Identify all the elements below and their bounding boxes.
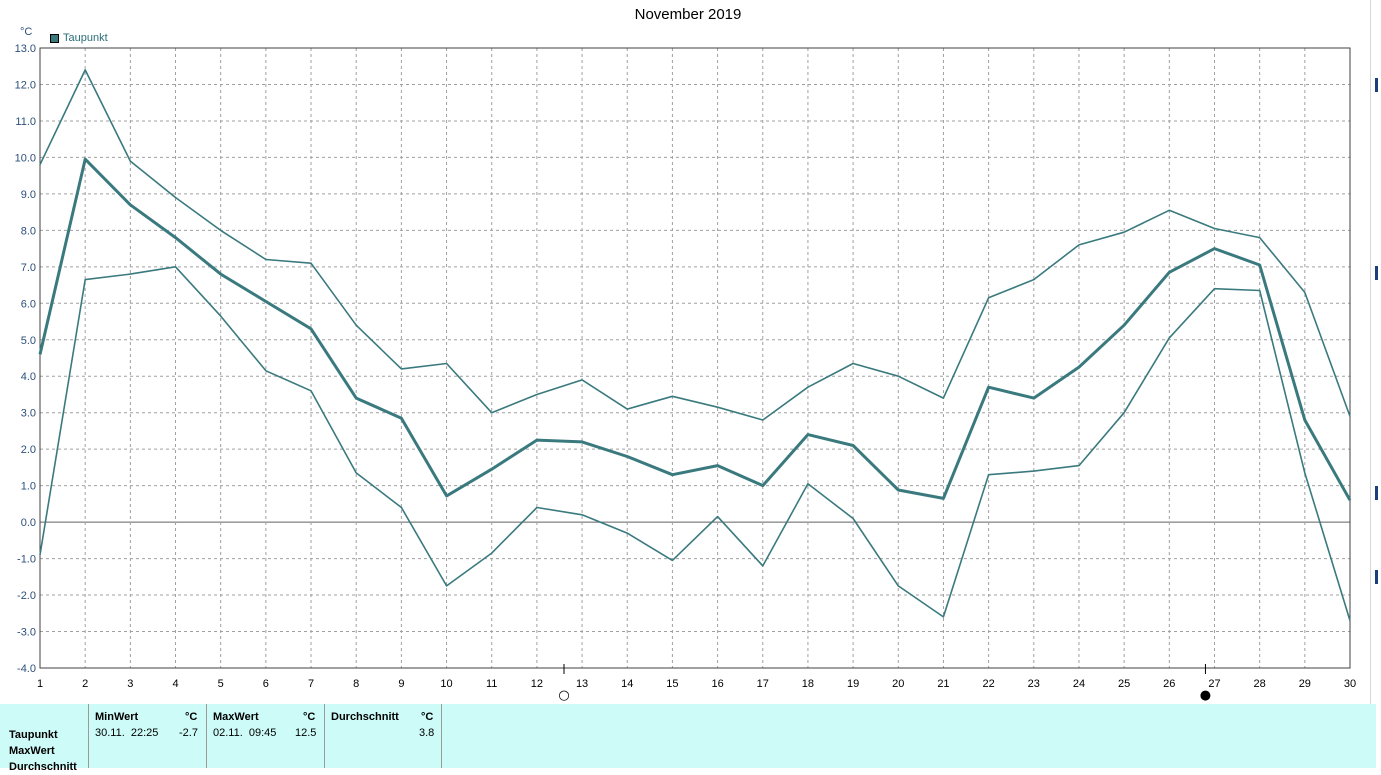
x-tick-label: 18 [802, 678, 814, 690]
x-tick-label: 15 [666, 678, 678, 690]
y-tick-label: 8.0 [21, 225, 36, 237]
min-header: MinWert [95, 711, 139, 723]
x-tick-label: 26 [1163, 678, 1175, 690]
x-tick-label: 30 [1344, 678, 1356, 690]
x-tick-label: 29 [1299, 678, 1311, 690]
x-tick-label: 5 [218, 678, 224, 690]
chart-title: November 2019 [634, 6, 742, 23]
y-tick-label: -1.0 [17, 554, 36, 566]
y-tick-label: 10.0 [15, 152, 36, 164]
x-tick-label: 6 [263, 678, 269, 690]
x-tick-label: 20 [892, 678, 904, 690]
avg-unit: °C [421, 711, 434, 723]
avg-column: Durchschnitt °C 3.8 [324, 704, 441, 768]
row-label-durchschnitt: Durchschnitt [9, 761, 77, 773]
x-tick-label: 21 [937, 678, 949, 690]
x-tick-label: 12 [531, 678, 543, 690]
x-tick-label: 1 [37, 678, 43, 690]
y-tick-label: 12.0 [15, 79, 36, 91]
moon-phase-icon: ● [1200, 688, 1211, 703]
axes [39, 47, 1351, 669]
legend-swatch [50, 33, 59, 43]
avg-header: Durchschnitt [331, 711, 399, 723]
x-tick-label: 10 [440, 678, 452, 690]
y-tick-label: 13.0 [15, 43, 36, 55]
max-datetime: 02.11. 09:45 [213, 727, 277, 739]
series-line-avg [38, 157, 1352, 501]
min-value: -2.7 [179, 727, 198, 739]
y-tick-label: 7.0 [21, 262, 36, 274]
strip-mark [1375, 486, 1378, 500]
x-tick-label: 3 [127, 678, 133, 690]
x-tick-label: 16 [711, 678, 723, 690]
chart-canvas: 13.012.011.010.09.08.07.06.05.04.03.02.0… [15, 43, 1357, 703]
y-tick-label: -2.0 [17, 590, 36, 602]
moon-phase-markers: ○ ● [558, 664, 1211, 703]
x-tick-label: 24 [1073, 678, 1085, 690]
strip-mark [1375, 266, 1378, 280]
x-tick-label: 8 [353, 678, 359, 690]
row-label-maxwert: MaxWert [9, 745, 55, 757]
y-tick-label: 9.0 [21, 189, 36, 201]
y-tick-label: 2.0 [21, 444, 36, 456]
x-tick-label: 13 [576, 678, 588, 690]
plot-frame [39, 47, 1351, 669]
series-lines [38, 69, 1352, 621]
y-tick-label: 1.0 [21, 481, 36, 493]
x-tick-label: 22 [982, 678, 994, 690]
min-unit: °C [185, 711, 198, 723]
x-tick-label: 4 [172, 678, 178, 690]
avg-value: 3.8 [419, 727, 435, 739]
y-tick-label: 3.0 [21, 408, 36, 420]
x-tick-label: 19 [847, 678, 859, 690]
statistics-panel: Taupunkt MaxWert Durchschnitt MinWert °C… [0, 704, 1376, 773]
x-tick-label: 17 [757, 678, 769, 690]
strip-mark [1375, 570, 1378, 584]
y-tick-label: -3.0 [17, 627, 36, 639]
x-tick-label: 27 [1208, 678, 1220, 690]
x-tick-labels: 1 2 3 4 5 6 7 8 9 10 11 12 13 14 15 16 17 18 19 20 21 22 23 24 2… [37, 678, 1356, 690]
x-tick-label: 25 [1118, 678, 1130, 690]
series-line-min [39, 265, 1351, 621]
series-line-max [39, 69, 1351, 421]
y-tick-label: 5.0 [21, 335, 36, 347]
legend[interactable]: Taupunkt [50, 32, 108, 44]
min-column: MinWert °C 30.11. 22:25 -2.7 [88, 704, 206, 768]
x-tick-label: 14 [621, 678, 633, 690]
y-tick-label: -4.0 [17, 663, 36, 675]
panel-divider [441, 704, 442, 768]
y-tick-label: 0.0 [21, 517, 36, 529]
x-tick-label: 28 [1254, 678, 1266, 690]
y-tick-label: 4.0 [21, 371, 36, 383]
x-tick-label: 7 [308, 678, 314, 690]
x-tick-label: 11 [486, 678, 497, 690]
y-tick-labels: 13.0 12.0 11.0 10.0 9.0 8.0 7.0 6.0 5.0 4.0 3.0 2.0… [15, 43, 36, 675]
max-value: 12.5 [295, 727, 317, 739]
min-datetime: 30.11. 22:25 [95, 727, 159, 739]
max-header: MaxWert [213, 711, 259, 723]
grid-lines [40, 48, 1350, 668]
legend-label: Taupunkt [63, 32, 108, 44]
strip-mark [1375, 78, 1378, 92]
x-tick-label: 23 [1028, 678, 1040, 690]
y-tick-label: 6.0 [21, 298, 36, 310]
max-unit: °C [303, 711, 316, 723]
x-tick-label: 2 [82, 678, 88, 690]
moon-phase-icon: ○ [558, 688, 569, 703]
y-unit-label: °C [20, 26, 33, 38]
y-tick-label: 11.0 [15, 116, 36, 128]
right-edge-strip [1370, 0, 1381, 768]
x-tick-label: 9 [398, 678, 404, 690]
max-column: MaxWert °C 02.11. 09:45 12.5 [206, 704, 324, 768]
row-label-taupunkt: Taupunkt [9, 729, 58, 741]
